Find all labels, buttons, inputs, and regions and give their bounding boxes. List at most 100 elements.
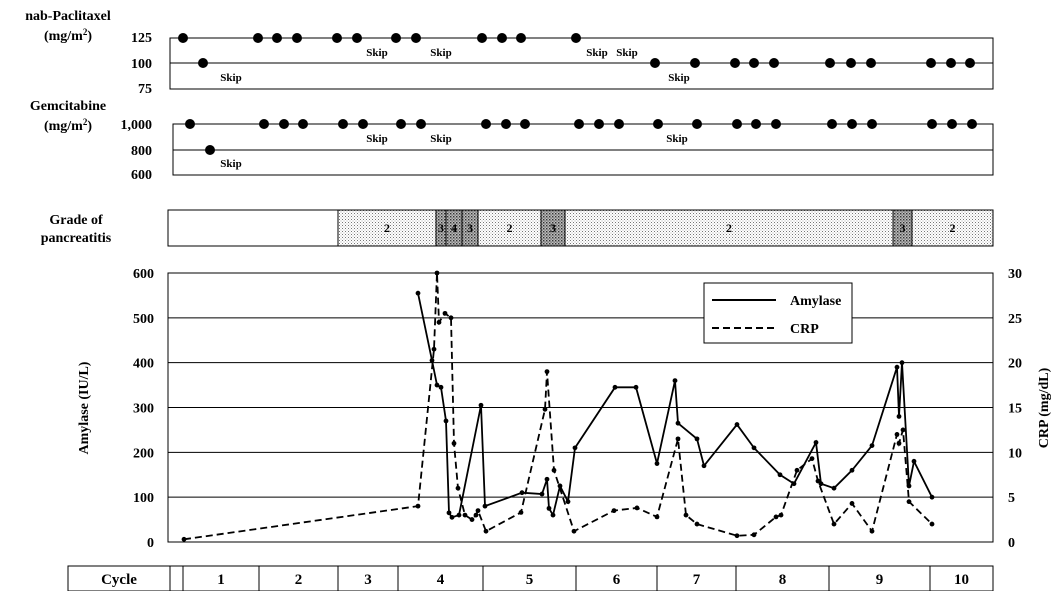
dose-dot — [516, 33, 526, 43]
cycle-number: 1 — [217, 572, 225, 588]
dose-dot — [650, 58, 660, 68]
dose-dot — [416, 119, 426, 129]
amylase-point — [633, 384, 639, 390]
crp-point — [778, 512, 784, 518]
dose-dot — [205, 145, 215, 155]
grade-value: 3 — [438, 221, 444, 235]
amylase-point — [449, 514, 455, 520]
dose-dot — [594, 119, 604, 129]
nab-paclitaxel-doses — [178, 33, 975, 68]
crp-point — [469, 517, 475, 522]
grade-value: 2 — [507, 221, 513, 235]
dose-dot — [574, 119, 584, 129]
amylase-point — [482, 503, 488, 509]
dose-dot — [298, 119, 308, 129]
skip-label: Skip — [366, 133, 387, 145]
amylase-point — [831, 485, 837, 491]
grade-value: 2 — [950, 221, 956, 235]
skip-label: Skip — [586, 47, 607, 59]
amylase-point — [906, 483, 912, 489]
left-tick-label: 500 — [133, 312, 154, 327]
amylase-point — [446, 510, 452, 516]
dose-dot — [732, 119, 742, 129]
lab-values-chart: 0 100 200 300 400 500 600 0 5 10 15 20 25 30 Amylase… — [77, 267, 1052, 551]
amylase-point — [929, 494, 935, 500]
crp-point — [794, 467, 800, 473]
dose-dot — [965, 58, 975, 68]
crp-point — [431, 346, 437, 352]
data-series — [181, 270, 935, 542]
crp-point — [675, 436, 681, 442]
dose-dot — [352, 33, 362, 43]
plot-frame — [167, 272, 994, 543]
crp-point — [442, 310, 448, 316]
dose-dot — [501, 119, 511, 129]
gem-tick-800: 800 — [131, 144, 152, 159]
legend-amylase-label: Amylase — [790, 294, 841, 309]
dose-dot — [614, 119, 624, 129]
amylase-point — [777, 472, 783, 478]
crp-line — [183, 272, 933, 541]
grade-value: 4 — [451, 221, 457, 235]
crp-point — [611, 508, 617, 514]
right-tick-label: 15 — [1008, 402, 1022, 417]
crp-point — [436, 319, 442, 325]
amylase-point — [415, 290, 421, 296]
crp-point — [483, 528, 489, 534]
dose-dot — [751, 119, 761, 129]
grade-value: 3 — [550, 221, 556, 235]
crp-point — [773, 514, 779, 520]
amylase-point — [654, 461, 660, 466]
dose-dot — [391, 33, 401, 43]
nab-paclitaxel-panel: nab-Paclitaxel (mg/m2) 125 100 75 Skip S… — [25, 9, 994, 97]
amylase-point — [894, 364, 900, 370]
crp-point — [634, 505, 640, 511]
amylase-point — [869, 443, 875, 449]
legend: Amylase CRP — [703, 282, 853, 344]
crp-point — [518, 510, 524, 515]
crp-point — [849, 501, 855, 506]
crp-point — [809, 456, 815, 462]
dose-dot — [926, 58, 936, 68]
crp-point — [415, 503, 421, 509]
left-tick-label: 0 — [147, 536, 154, 551]
amylase-point — [813, 440, 819, 445]
cycle-number: 10 — [954, 572, 969, 588]
grade-value: 2 — [384, 221, 390, 235]
dose-dot — [825, 58, 835, 68]
amylase-point — [546, 505, 552, 511]
amylase-point — [456, 512, 462, 518]
grade-segment — [477, 209, 542, 247]
amylase-point — [519, 490, 525, 496]
crp-point — [455, 485, 461, 491]
dose-dot — [690, 58, 700, 68]
amylase-point — [899, 360, 905, 366]
amylase-point — [572, 445, 578, 451]
dose-dot — [481, 119, 491, 129]
amylase-point — [701, 463, 707, 469]
dose-dot — [771, 119, 781, 129]
amylase-point — [550, 512, 556, 518]
dose-dot — [769, 58, 779, 68]
cycle-number: 6 — [613, 572, 621, 588]
amylase-point — [429, 358, 435, 363]
amylase-line — [417, 292, 933, 519]
amylase-point — [438, 384, 444, 390]
skip-label: Skip — [668, 72, 689, 84]
crp-point — [683, 512, 689, 518]
amylase-point — [478, 402, 484, 408]
right-axis-label: CRP (mg/dL) — [1037, 367, 1052, 448]
amylase-point — [434, 382, 440, 388]
right-tick-label: 10 — [1008, 446, 1022, 461]
grade-bar-frame — [167, 209, 994, 247]
dose-dot — [730, 58, 740, 68]
crp-point — [734, 533, 740, 539]
gem-tick-600: 600 — [131, 168, 152, 183]
amylase-point — [612, 384, 618, 390]
skip-label: Skip — [366, 47, 387, 59]
gridlines — [168, 317, 993, 498]
grade-value: 3 — [900, 221, 906, 235]
cycle-number: 4 — [437, 572, 445, 588]
dose-dot — [411, 33, 421, 43]
amylase-point — [818, 481, 824, 487]
